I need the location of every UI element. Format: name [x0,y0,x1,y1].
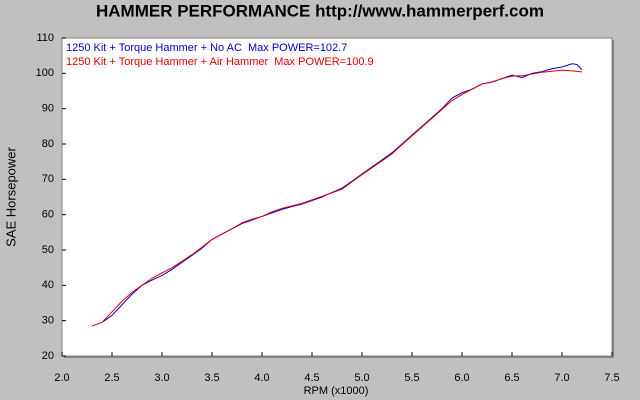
chart-title: HAMMER PERFORMANCE http://www.hammerperf… [96,1,544,20]
series-line [91,69,583,327]
y-tick-label: 80 [42,138,54,150]
x-tick-label: 6.0 [454,372,469,384]
y-tick-label: 40 [42,279,54,291]
y-axis-label: SAE Horsepower [3,146,18,246]
y-tick-label: 50 [42,244,54,256]
x-tick-label: 7.0 [554,372,569,384]
legend-entry: 1250 Kit + Torque Hammer + Air Hammer Ma… [66,56,374,68]
y-tick-label: 70 [42,173,54,185]
y-tick-label: 60 [42,209,54,221]
x-tick-label: 2.5 [104,372,119,384]
y-tick-label: 110 [36,32,54,44]
y-tick-label: 100 [36,67,54,79]
x-tick-label: 3.0 [154,372,169,384]
y-tick-label: 90 [42,103,54,115]
y-tick-label: 30 [42,315,54,327]
x-tick-label: 3.5 [204,372,219,384]
x-tick-label: 4.0 [254,372,269,384]
x-tick-label: 5.0 [354,372,369,384]
y-tick-label: 20 [42,350,54,362]
series-line [101,63,583,323]
legend-entry: 1250 Kit + Torque Hammer + No AC Max POW… [66,42,347,54]
x-tick-label: 4.5 [304,372,319,384]
x-tick-label: 6.5 [504,372,519,384]
x-axis-label: RPM (x1000) [304,385,369,397]
plot-area [61,37,613,357]
x-tick-label: 5.5 [404,372,419,384]
x-tick-label: 2.0 [54,372,69,384]
x-tick-label: 7.5 [604,372,619,384]
